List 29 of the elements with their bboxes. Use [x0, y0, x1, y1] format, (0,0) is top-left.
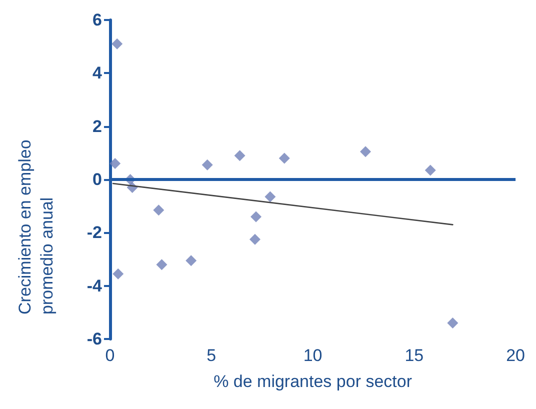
point [424, 164, 436, 176]
point [186, 255, 197, 266]
point [156, 259, 168, 270]
y-axis-title: Crecimiento en empleo promedio anual [16, 134, 56, 314]
point [202, 159, 213, 170]
point [250, 211, 262, 222]
x-tick-label: 20 [506, 346, 526, 365]
x-tick-label: 15 [404, 346, 424, 365]
y-tick-label: 2 [92, 116, 102, 136]
y-tick-label: 4 [92, 64, 103, 83]
x-tick-label: 5 [206, 346, 216, 365]
point [264, 191, 276, 202]
x-axis-title: % de migrantes por sector [214, 372, 412, 391]
point [112, 268, 124, 280]
x-tick-label: 10 [303, 346, 322, 365]
point [110, 158, 121, 170]
y-tick-label: 0 [92, 170, 102, 189]
point [234, 150, 246, 162]
point [112, 38, 123, 50]
y-tick-label: -4 [86, 276, 103, 296]
y-tick-label: -6 [86, 330, 102, 348]
y-tick-label: -2 [86, 223, 102, 242]
point [278, 152, 290, 164]
y-tick-label: 6 [92, 10, 102, 30]
x-tick-label: 0 [105, 346, 115, 365]
point [153, 204, 164, 216]
point [447, 318, 458, 329]
point [249, 234, 260, 245]
point [360, 146, 371, 158]
